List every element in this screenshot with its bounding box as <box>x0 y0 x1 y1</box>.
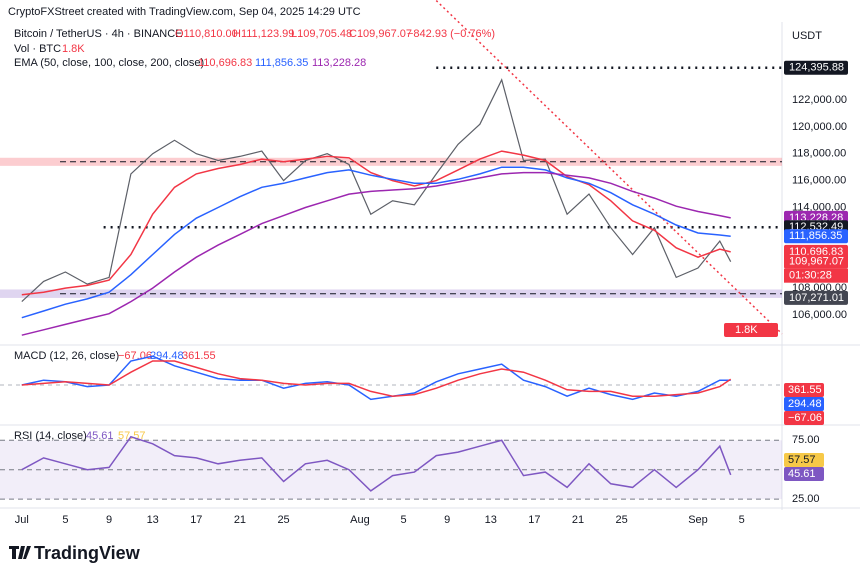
series-line <box>21 355 731 401</box>
x-tick-label: 17 <box>528 514 540 526</box>
value-tag <box>784 397 824 411</box>
panel-title: MACD (12, 26, close) <box>14 350 119 362</box>
series-line <box>21 435 732 492</box>
ema-value: 113,228.28 <box>312 57 366 69</box>
series-line <box>21 360 732 397</box>
ema-label: EMA (50, close, 100, close, 200, close) <box>14 57 204 69</box>
series-line <box>21 150 731 296</box>
y-tick-label: 25.00 <box>792 493 820 505</box>
symbol: Bitcoin / TetherUS · 4h · BINANCE <box>14 28 183 40</box>
series-line <box>21 171 731 336</box>
ema-value: 111,856.35 <box>255 57 308 69</box>
price-tag <box>784 229 848 244</box>
value-tag-label: 57.57 <box>788 454 816 466</box>
y-tick-label: 116,000.00 <box>792 175 846 187</box>
x-tick-label: 25 <box>616 514 628 526</box>
currency: USDT <box>792 30 822 42</box>
value-tag <box>784 411 824 425</box>
vol-tag-label: 1.8K <box>735 324 758 336</box>
price-tag-label: 111,856.35 <box>789 230 842 242</box>
ohlc: C109,967.07 <box>349 28 412 40</box>
x-tick-label: Sep <box>688 514 708 526</box>
credit: CryptoFXStreet created with TradingView.… <box>8 6 361 18</box>
x-tick-label: 5 <box>739 514 745 526</box>
value-tag <box>784 453 824 467</box>
x-tick-label: 9 <box>444 514 450 526</box>
price-tag <box>784 60 848 75</box>
y-tick-label: 120,000.00 <box>792 121 847 133</box>
x-tick-label: 17 <box>190 514 202 526</box>
countdown: 01:30:28 <box>789 270 832 282</box>
y-tick-label: 75.00 <box>792 434 820 446</box>
y-tick-label: 118,000.00 <box>792 148 846 160</box>
vol-tag <box>724 323 778 337</box>
price-tag-label: 109,967.07 <box>789 256 844 268</box>
series-line <box>21 78 732 303</box>
y-tick-label: 106,000.00 <box>792 309 847 321</box>
countdown-tag <box>784 268 848 283</box>
y-tick-label: 114,000.00 <box>792 201 846 213</box>
value-tag-label: −67.06 <box>788 412 822 424</box>
price-tag <box>784 290 848 305</box>
value-tag <box>784 383 824 397</box>
panel-legend: 294.48 <box>150 350 184 362</box>
value-tag-label: 45.61 <box>788 468 816 480</box>
price-tag-label: 107,271.01 <box>789 292 844 304</box>
y-tick-label: 122,000.00 <box>792 94 847 106</box>
trendline <box>435 0 783 335</box>
value-tag-label: 361.55 <box>788 384 822 396</box>
x-tick-label: 9 <box>106 514 112 526</box>
price-tag-label: 124,395.88 <box>789 62 844 74</box>
panel-legend: 45.61 <box>86 430 114 442</box>
price-tag <box>784 254 848 269</box>
ohlc: L109,705.48 <box>291 28 352 40</box>
ohlc: H111,123.99 <box>233 28 294 40</box>
x-tick-label: 21 <box>234 514 246 526</box>
x-tick-label: Aug <box>350 514 370 526</box>
vol-label: Vol · BTC <box>14 43 61 55</box>
x-tick-label: 13 <box>485 514 497 526</box>
logo-icon <box>9 546 31 559</box>
panel-legend: 361.55 <box>182 350 216 362</box>
series-line <box>21 166 731 319</box>
value-tag-label: 294.48 <box>788 398 822 410</box>
vol-value: 1.8K <box>62 43 85 55</box>
x-tick-label: Jul <box>15 514 29 526</box>
footer-logo: TradingView <box>34 543 141 563</box>
price-tag-label: 110,696.83 <box>789 246 843 258</box>
x-tick-label: 13 <box>147 514 159 526</box>
x-tick-label: 25 <box>277 514 289 526</box>
panel-title: RSI (14, close) <box>14 430 87 442</box>
x-tick-label: 5 <box>62 514 68 526</box>
value-tag <box>784 467 824 481</box>
x-tick-label: 5 <box>400 514 406 526</box>
ema-value: 110,696.83 <box>198 57 252 69</box>
ohlc: −842.93 (−0.76%) <box>407 28 495 40</box>
ohlc: O110,810.00 <box>175 28 238 40</box>
x-tick-label: 21 <box>572 514 584 526</box>
